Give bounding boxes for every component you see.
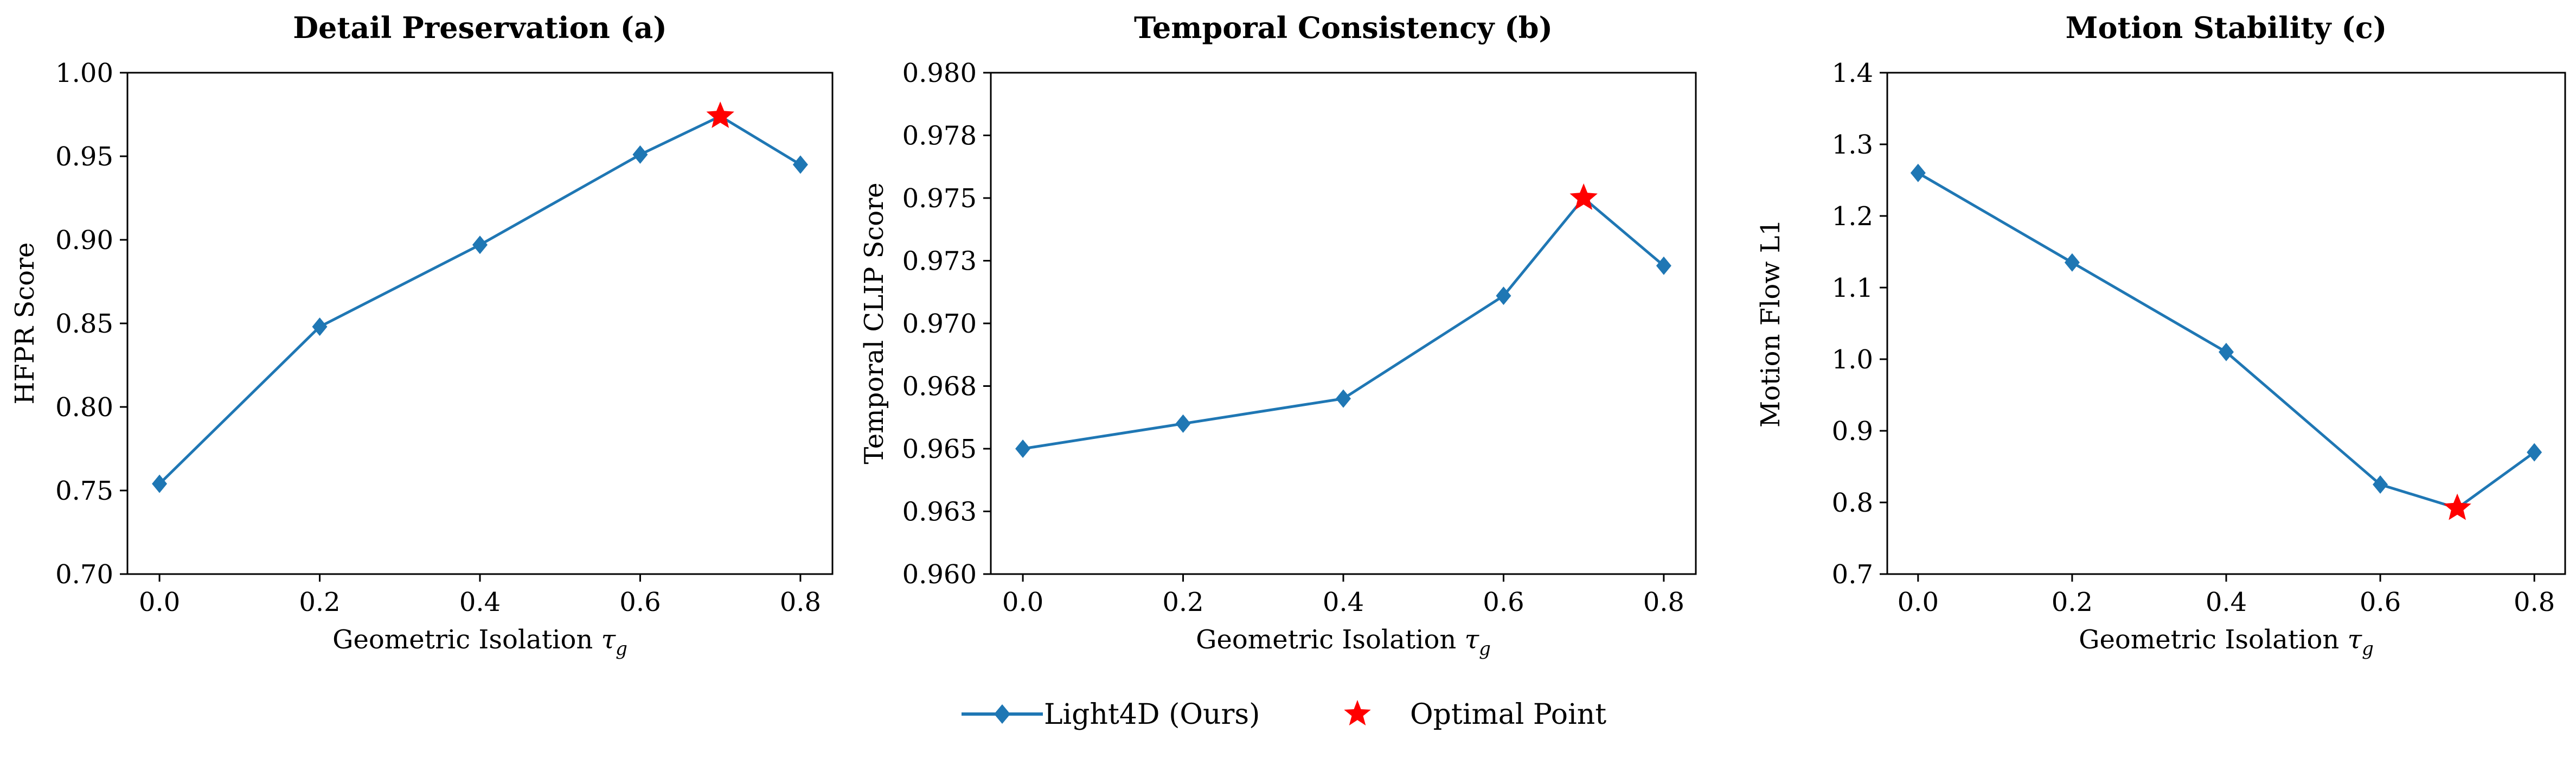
x-tick-label: 0.8 [1643,587,1684,617]
data-point [1175,414,1191,433]
chart-title: Motion Stability (c) [2066,10,2387,45]
data-point [1336,389,1351,408]
x-tick-label: 0.6 [1483,587,1524,617]
x-axis-label: Geometric Isolation τg [2079,625,2374,660]
y-tick-label: 0.7 [1832,559,1873,590]
x-tick-label: 0.0 [1898,587,1939,617]
optimal-point-star [1569,183,1598,210]
x-tick-label: 0.4 [2206,587,2247,617]
y-tick-label: 0.968 [902,372,977,402]
data-point [2527,443,2542,462]
axes-frame [990,72,1697,575]
x-tick-label: 0.0 [1002,587,1043,617]
chart-panel-3: Motion Stability (c) 0.0 0.2 0.4 0.6 0.8 0.7 0.… [1755,10,2566,660]
x-tick-label: 0.6 [619,587,661,617]
series-line [158,114,802,485]
series-line [1022,196,1665,450]
y-tick-label: 1.1 [1832,273,1873,303]
y-tick-label: 0.963 [902,497,977,527]
y-tick-label: 0.70 [55,559,113,590]
y-tick-label: 1.00 [55,58,113,88]
y-axis-label: HFPR Score [10,243,40,405]
axes-frame [126,72,834,575]
optimal-point-star [706,101,734,128]
data-point [2219,342,2234,361]
data-point [2373,475,2388,494]
y-tick-label: 0.75 [55,476,113,506]
legend-series-marker [994,704,1010,724]
y-tick-label: 0.8 [1832,488,1873,518]
y-tick-label: 1.4 [1832,58,1873,88]
data-point [1910,163,1926,182]
data-point [632,145,648,164]
y-tick-label: 0.978 [902,121,977,151]
chart-title: Detail Preservation (a) [293,10,667,45]
x-tick-label: 0.4 [1323,587,1364,617]
legend-label-optimal: Optimal Point [1410,698,1606,731]
y-tick-label: 0.80 [55,392,113,423]
legend: Light4D (Ours) Optimal Point [962,698,1606,731]
x-tick-label: 0.6 [2360,587,2401,617]
legend-label-series: Light4D (Ours) [1044,698,1260,731]
x-axis-label: Geometric Isolation τg [332,625,627,660]
y-tick-label: 0.95 [55,142,113,172]
data-point [312,317,328,336]
chart-panel-2: Temporal Consistency (b) 0.0 0.2 0.4 0.6 0.8 0… [859,10,1697,660]
y-tick-label: 0.980 [902,58,977,88]
y-tick-label: 0.960 [902,559,977,590]
optimal-point-star [2443,493,2471,520]
x-tick-label: 0.4 [459,587,501,617]
x-tick-label: 0.2 [299,587,340,617]
x-tick-label: 0.2 [1162,587,1203,617]
y-axis-label: Motion Flow L1 [1755,219,1786,428]
x-tick-label: 0.8 [780,587,821,617]
y-axis-label: Temporal CLIP Score [859,182,889,464]
y-tick-label: 0.9 [1832,416,1873,447]
data-point [2064,253,2080,272]
y-tick-label: 0.975 [902,183,977,214]
chart-panel-1: Detail Preservation (a) 0.0 0.2 0.4 0.6 0.8 0.… [10,10,834,660]
y-tick-label: 0.85 [55,309,113,339]
y-tick-label: 1.0 [1832,345,1873,375]
data-point [1015,439,1031,458]
x-tick-label: 0.0 [139,587,180,617]
y-tick-label: 1.2 [1832,201,1873,232]
y-tick-label: 1.3 [1832,130,1873,160]
x-tick-label: 0.2 [2052,587,2093,617]
data-point [1496,286,1511,305]
x-axis-label: Geometric Isolation τg [1196,625,1491,660]
y-tick-label: 0.90 [55,225,113,256]
data-point [152,474,168,493]
y-tick-label: 0.965 [902,434,977,464]
chart-title: Temporal Consistency (b) [1134,10,1553,45]
legend-optimal-star-icon [1344,700,1371,725]
x-tick-label: 0.8 [2514,587,2555,617]
y-tick-label: 0.970 [902,309,977,339]
axes-frame [1886,72,2566,575]
series-line [1917,171,2535,510]
y-tick-label: 0.973 [902,246,977,277]
data-point [472,235,488,254]
data-point [1656,256,1671,275]
data-point [792,155,808,174]
